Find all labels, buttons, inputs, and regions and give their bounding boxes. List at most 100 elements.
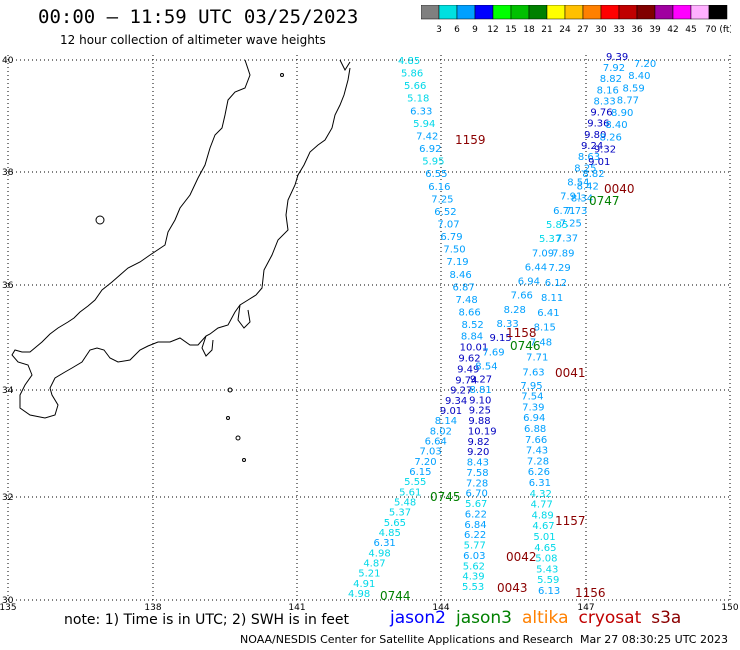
wave-height-label: 6.71: [553, 206, 575, 217]
wave-height-label: 9.15: [489, 333, 511, 344]
wave-height-label: 7.03: [419, 447, 441, 458]
page-subtitle: 12 hour collection of altimeter wave hei…: [60, 33, 326, 47]
wave-height-label: 10.19: [468, 426, 497, 437]
wave-height-label: 5.21: [358, 569, 380, 580]
wave-height-label: 8.26: [600, 132, 622, 143]
wave-height-label: 8.40: [605, 120, 627, 131]
hokkaido-edge: [339, 59, 351, 72]
track-b: 9.397.928.828.168.339.769.369.809.248.63…: [462, 52, 628, 593]
wave-height-label: 7.92: [603, 63, 625, 74]
lat-label: 36: [2, 281, 14, 291]
wave-height-label: 8.63: [578, 152, 600, 163]
wave-height-label: 7.20: [414, 457, 436, 468]
wave-height-label: 6.31: [529, 478, 551, 489]
colorbar-label: 70 (ft): [705, 25, 731, 35]
wave-height-label: 6.87: [452, 282, 474, 293]
wave-height-label: 9.76: [590, 108, 612, 119]
wave-height-label: 6.55: [425, 169, 447, 180]
wave-height-label: 8.52: [462, 320, 484, 331]
pass-time-label: 0042: [506, 550, 537, 564]
wave-height-label: 4.65: [534, 543, 556, 554]
wave-height-label: 9.01: [440, 406, 462, 417]
page-title: 00:00 – 11:59 UTC 03/25/2023: [38, 6, 359, 28]
wave-height-label: 7.54: [521, 392, 543, 403]
lat-label: 40: [2, 56, 14, 66]
wave-height-label: 9.24: [581, 141, 603, 152]
colorbar-swatch: [618, 5, 638, 20]
wave-height-label: 9.27: [470, 375, 492, 386]
wave-height-label: 6.22: [465, 509, 487, 520]
colorbar-swatch: [690, 5, 710, 20]
wave-height-label: 6.22: [464, 530, 486, 541]
colorbar-swatch: [438, 5, 458, 20]
wave-height-label: 7.25: [560, 218, 582, 229]
wave-height-label: 5.37: [539, 234, 561, 245]
wave-height-label: 7.43: [526, 446, 548, 457]
wave-height-label: 8.54: [475, 361, 497, 372]
wave-height-label: 6.31: [374, 538, 396, 549]
lon-label: 150: [721, 603, 738, 613]
wave-height-label: 7.39: [522, 402, 544, 413]
wave-height-label: 6.88: [524, 424, 546, 435]
legend-jason3: jason3: [456, 608, 512, 628]
wave-height-label: 6.15: [409, 467, 431, 478]
lon-label: 147: [577, 603, 594, 613]
colorbar-swatch: [564, 5, 584, 20]
lat-label: 34: [2, 386, 14, 396]
wave-height-label: 6.03: [463, 551, 485, 562]
colorbar-swatch: [600, 5, 620, 20]
colorbar-label: 24: [559, 25, 571, 35]
wave-height-label: 8.11: [541, 293, 563, 304]
pass-time-label: 1156: [575, 586, 606, 600]
lat-label: 30: [2, 596, 14, 606]
colorbar-label: 21: [541, 25, 552, 35]
legend-cryosat: cryosat: [578, 608, 642, 628]
pass-time-label: 1158: [506, 326, 537, 340]
wave-height-label: 9.80: [584, 130, 606, 141]
wave-height-label: 6.41: [537, 308, 559, 319]
wave-height-label: 6.12: [545, 278, 567, 289]
wave-height-label: 10.01: [460, 342, 489, 353]
wave-height-label: 8.54: [567, 178, 589, 189]
wave-height-label: 5.43: [536, 564, 558, 575]
wave-height-label: 5.55: [404, 477, 426, 488]
wave-height-label: 6.70: [466, 489, 488, 500]
wave-height-label: 7.29: [548, 263, 570, 274]
wave-height-label: 8.34: [571, 194, 593, 205]
wave-height-label: 5.37: [389, 508, 411, 519]
pass-time-label: 0746: [510, 339, 541, 353]
wave-height-label: 6.26: [528, 467, 550, 478]
wave-height-label: 4.85: [379, 528, 401, 539]
wave-height-label: 7.66: [511, 291, 533, 302]
colorbar-swatch: [672, 5, 692, 20]
wave-height-label: 8.40: [628, 71, 650, 82]
colorbar-swatch: [474, 5, 494, 20]
legend-jason2: jason2: [390, 608, 446, 628]
colorbar-swatch: [546, 5, 566, 20]
lon-label: 138: [144, 603, 161, 613]
wave-height-label: 9.36: [587, 119, 609, 130]
wave-height-label: 8.42: [577, 181, 599, 192]
wave-height-label: 4.87: [363, 559, 385, 570]
wave-height-label: 7.20: [634, 59, 656, 70]
wave-height-label: 4.98: [348, 589, 370, 600]
pass-time-label: 1157: [555, 514, 586, 528]
wave-height-label: 6.13: [538, 586, 560, 597]
wave-height-label: 6.84: [464, 520, 486, 531]
note-text: note: 1) Time is in UTC; 2) SWH is in fe…: [64, 612, 350, 628]
lon-label: 141: [288, 603, 305, 613]
wave-height-label: 9.27: [450, 386, 472, 397]
wave-height-label: 6.94: [518, 277, 540, 288]
track-a: 4.85 5.865.66 5.186.33 5.947.42 6.92 5.956.55…: [348, 56, 488, 600]
colorbar-swatch: [492, 5, 512, 20]
wave-height-label: 7.50: [443, 245, 465, 256]
lon-label: 135: [0, 603, 17, 613]
wave-height-label: 8.14: [435, 416, 457, 427]
wave-height-label: 8.82: [582, 169, 604, 180]
wave-height-label: 7.48: [455, 295, 477, 306]
wave-height-label: 7.28: [466, 478, 488, 489]
wave-height-label: 5.61: [399, 487, 421, 498]
colorbar-label: 18: [523, 25, 535, 35]
footer-credit: NOAA/NESDIS Center for Satellite Applica…: [240, 633, 574, 646]
